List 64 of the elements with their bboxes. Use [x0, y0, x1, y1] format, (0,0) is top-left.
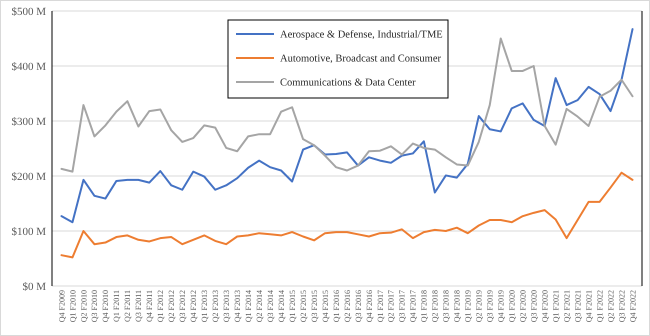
x-tick-label: Q3 F2013: [222, 290, 232, 322]
x-tick-label: Q3 F2011: [134, 290, 144, 322]
x-tick-label: Q2 F2016: [342, 290, 352, 322]
x-tick-label: Q3 F2022: [617, 290, 626, 322]
x-tick-label: Q1 F2017: [376, 290, 385, 322]
x-tick-label: Q4 F2021: [584, 290, 594, 322]
x-tick-label: Q2 F2011: [123, 290, 132, 322]
x-tick-label: Q3 F2020: [529, 290, 538, 322]
x-tick-label: Q2 F2021: [562, 290, 572, 322]
x-tick-label: Q4 F2011: [145, 290, 154, 322]
x-tick-label: Q2 F2013: [211, 290, 220, 322]
x-tick-label: Q4 F2016: [364, 290, 374, 322]
legend-label: Aerospace & Defense, Industrial/TME: [280, 30, 443, 41]
legend-label: Automotive, Broadcast and Consumer: [280, 54, 442, 65]
x-tick-label: Q1 F2020: [508, 290, 517, 322]
line-series: [60, 28, 634, 224]
x-tick-label: Q1 F2019: [464, 290, 473, 322]
y-tick-label: $0 M: [22, 280, 46, 293]
x-tick-label: Q3 F2010: [90, 290, 100, 322]
x-tick-label: Q1 F2022: [595, 290, 604, 322]
x-tick-label: Q3 F2017: [398, 290, 407, 322]
x-tick-label: Q2 F2022: [606, 290, 616, 322]
x-tick-label: Q1 F2013: [200, 290, 210, 322]
x-tick-label: Q4 F2020: [540, 290, 550, 322]
x-tick-label: Q1 F2010: [68, 290, 78, 322]
legend-label: Communications & Data Center: [280, 78, 416, 89]
x-tick-label: Q1 F2011: [112, 290, 122, 322]
x-tick-label: Q4 F2012: [189, 290, 198, 322]
y-tick-label: $400 M: [11, 60, 46, 73]
x-tick-label: Q2 F2020: [518, 290, 528, 322]
x-tick-label: Q4 F2022: [628, 290, 638, 322]
x-tick-label: Q4 F2010: [101, 290, 110, 322]
x-tick-label: Q2 F2014: [254, 290, 264, 322]
x-tick-label: Q3 F2016: [354, 290, 363, 322]
x-tick-label: Q1 F2018: [420, 290, 429, 322]
x-tick-label: Q1 F2015: [288, 290, 297, 322]
x-tick-label: Q3 F2019: [486, 290, 495, 322]
x-tick-label: Q3 F2012: [178, 290, 188, 322]
x-tick-label: Q3 F2021: [573, 290, 582, 322]
y-tick-label: $200 M: [11, 170, 46, 183]
x-tick-label: Q4 F2015: [320, 290, 330, 322]
x-tick-label: Q1 F2016: [332, 290, 341, 322]
x-tick-label: Q4 F2013: [232, 290, 242, 322]
x-tick-label: Q4 F2009: [57, 290, 66, 322]
x-tick-label: Q4 F2019: [496, 290, 506, 322]
x-tick-label: Q2 F2018: [430, 290, 440, 322]
x-tick-label: Q4 F2014: [276, 290, 286, 322]
x-tick-label: Q2 F2010: [79, 290, 88, 322]
x-tick-label: Q2 F2017: [386, 290, 396, 322]
x-tick-label: Q3 F2018: [442, 290, 451, 322]
x-tick-label: Q4 F2017: [408, 290, 418, 322]
x-tick-label: Q4 F2018: [452, 290, 462, 322]
x-tick-label: Q1 F2021: [551, 290, 560, 322]
x-tick-label: Q3 F2014: [266, 290, 275, 322]
x-tick-label: Q2 F2012: [167, 290, 176, 322]
y-tick-label: $300 M: [11, 116, 46, 128]
y-tick-label: $100 M: [11, 226, 46, 238]
line-series: [60, 172, 634, 258]
x-tick-label: Q3 F2015: [310, 290, 319, 322]
x-tick-label: Q1 F2012: [156, 290, 166, 322]
x-tick-label: Q2 F2019: [474, 290, 484, 322]
y-tick-label: $500 M: [11, 6, 46, 18]
x-tick-label: Q2 F2015: [298, 290, 308, 322]
x-tick-label: Q1 F2014: [244, 290, 253, 322]
